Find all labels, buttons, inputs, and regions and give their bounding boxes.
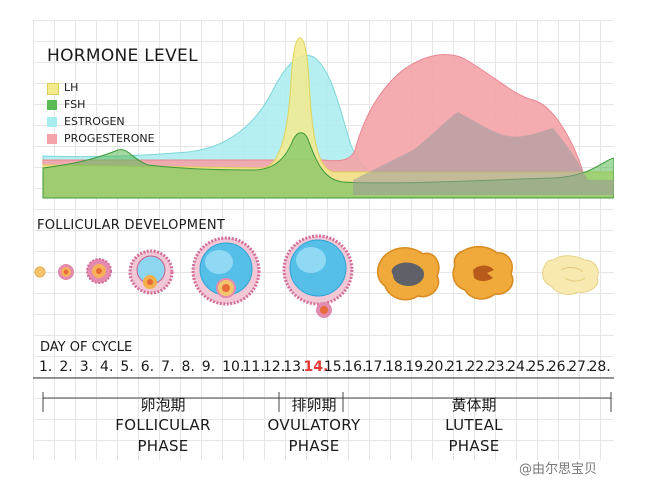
day-17: 17. [364,359,387,375]
day-27: 27. [568,359,591,375]
progesterone-swatch [47,134,57,144]
day-12: 12. [262,359,286,375]
hormone-curves [42,37,614,199]
luteal-phase-en2: PHASE [448,437,500,455]
progesterone-overlap [353,112,614,195]
follicular-phase-en2: PHASE [137,437,189,455]
day-11: 11. [242,359,265,375]
fsh-swatch [47,100,57,110]
follicle-stage-5 [191,236,261,306]
day-21: 21. [446,359,469,375]
legend-item-progesterone: PROGESTERONE [47,132,247,147]
day-13: 13. [283,359,306,375]
diagram-graphics [33,37,614,412]
ovulatory-phase-en2: PHASE [288,437,340,455]
legend-item-lh: LH [47,81,247,96]
day-4: 4. [100,359,114,375]
follicular-development-title: FOLLICULAR DEVELOPMENT [37,218,226,233]
follicle-stage-4 [128,249,174,295]
day-25: 25. [527,359,550,375]
follicle-stages [34,234,599,318]
lh-swatch [47,83,59,95]
day-15: 15. [323,359,347,375]
follicle-stage-1 [34,266,46,278]
cycle-diagram: HORMONE LEVEL LH FSH ESTROGEN PROGESTERO… [33,20,614,460]
follicular-phase-cn: 卵泡期 [140,396,186,414]
day-5: 5. [120,359,134,375]
day-of-cycle-title: DAY OF CYCLE [40,340,133,355]
corpus-luteum-mature [452,245,514,300]
legend-item-fsh: FSH [47,98,247,113]
day-7: 7. [161,359,175,375]
day-22: 22. [466,359,489,375]
legend-label-fsh: FSH [64,98,86,111]
day-10: 10. [222,359,245,375]
luteal-phase-label: 黄体期 LUTEAL PHASE [389,396,559,457]
day-list: 1. 2. 3. 4. 5. 6. 7. 8. 9. 10. 11. 12. 13. 14. 15. 16. 1… [39,359,614,381]
day-2: 2. [59,359,73,375]
day-3: 3. [79,359,94,375]
day-9: 9. [201,359,216,375]
follicular-phase-label: 卵泡期 FOLLICULAR PHASE [78,396,248,457]
day-axis [33,377,614,412]
luteal-phase-cn: 黄体期 [451,396,497,414]
watermark: @由尔思宝贝 [519,462,598,477]
day-8: 8. [181,359,195,375]
ovulatory-phase-cn: 排卵期 [291,396,337,414]
legend-item-estrogen: ESTROGEN [47,115,247,130]
day-14: 14. [303,359,329,375]
follicle-stage-3 [86,258,112,284]
day-16: 16. [344,359,367,375]
hormone-level-title: HORMONE LEVEL [47,46,198,66]
corpus-albicans [542,255,599,295]
day-26: 26. [547,359,571,375]
legend-label-estrogen: ESTROGEN [64,115,125,128]
follicle-stage-ovulation [282,234,354,318]
legend-label-lh: LH [64,81,79,94]
day-28: 28. [588,359,611,375]
follicle-stage-2 [58,264,74,280]
day-19: 19. [405,359,428,375]
luteal-phase-en1: LUTEAL [445,416,503,434]
day-24: 24. [507,359,530,375]
day-23: 23. [486,359,509,375]
legend-label-progesterone: PROGESTERONE [64,132,155,145]
day-20: 20. [425,359,448,375]
follicular-phase-en1: FOLLICULAR [115,416,211,434]
day-18: 18. [384,359,408,375]
corpus-luteum-early [377,247,440,301]
ovulatory-phase-label: 排卵期 OVULATORY PHASE [229,396,399,457]
day-1: 1. [39,359,53,375]
ovulatory-phase-en1: OVULATORY [267,416,361,434]
day-6: 6. [140,359,155,375]
estrogen-swatch [47,117,57,127]
